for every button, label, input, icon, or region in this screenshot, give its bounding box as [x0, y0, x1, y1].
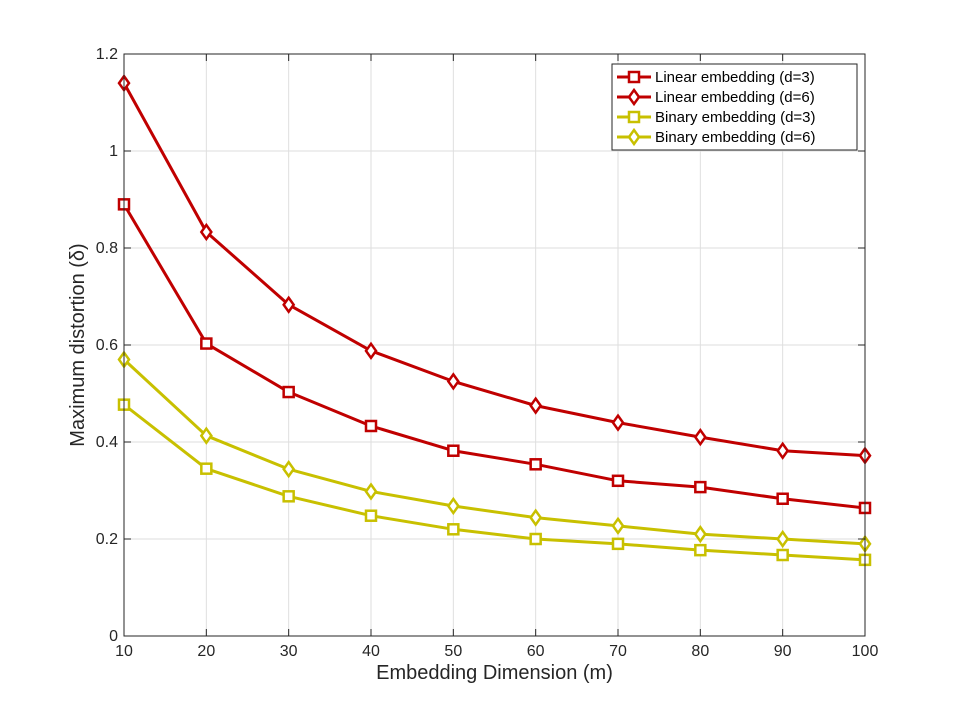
x-tick-label: 40 — [362, 643, 380, 660]
legend-marker — [627, 70, 641, 84]
data-point — [446, 496, 460, 516]
x-tick-label: 60 — [527, 643, 545, 660]
data-point — [529, 532, 542, 546]
data-point — [611, 474, 625, 488]
x-tick-label: 10 — [115, 643, 133, 660]
series-line-3 — [123, 403, 866, 562]
data-point — [694, 543, 707, 557]
data-point — [776, 529, 790, 549]
data-point — [693, 524, 707, 544]
legend-label: Binary embedding (d=3) — [655, 109, 816, 126]
data-point — [611, 413, 625, 432]
y-tick-label: 0.6 — [96, 337, 118, 354]
data-point — [282, 490, 295, 503]
series-line-4 — [122, 358, 866, 546]
data-point — [282, 295, 296, 314]
legend-marker — [627, 127, 641, 147]
data-point — [200, 462, 213, 475]
data-point — [199, 426, 213, 445]
y-tick-label: 0.8 — [96, 240, 118, 257]
legend-box — [611, 63, 858, 151]
legend-label: Linear embedding (d=3) — [655, 69, 815, 86]
data-point — [611, 537, 625, 551]
y-tick-label: 0.2 — [96, 531, 118, 548]
data-point — [611, 516, 625, 536]
data-point — [282, 460, 296, 479]
data-point — [200, 337, 213, 350]
x-tick-label: 70 — [609, 643, 627, 660]
legend-marker — [627, 110, 641, 124]
data-point — [447, 444, 460, 457]
data-point — [776, 441, 790, 460]
legend-marker — [627, 87, 641, 107]
legend-label: Linear embedding (d=6) — [655, 89, 815, 106]
series-line-2 — [122, 82, 866, 458]
data-point — [776, 492, 789, 505]
data-point — [694, 480, 707, 494]
legend-label: Binary embedding (d=6) — [655, 129, 816, 146]
legend: Linear embedding (d=3) Linear embedding (… — [611, 63, 858, 151]
data-point — [446, 372, 460, 391]
data-point — [364, 482, 378, 501]
y-tick-label: 1.2 — [96, 46, 118, 63]
y-tick-label: 0 — [109, 628, 118, 645]
series-layer — [117, 73, 872, 567]
data-point — [447, 523, 460, 536]
y-tick-label: 1 — [109, 143, 118, 160]
x-tick-label: 80 — [691, 643, 709, 660]
data-point — [364, 341, 378, 360]
x-tick-label: 20 — [197, 643, 215, 660]
data-point — [529, 508, 543, 527]
ticks: 10 20 30 40 50 60 70 80 90 100 0 0.2 0.4 0.6 0.8 1 1.2 — [96, 46, 879, 660]
x-tick-label: 100 — [852, 643, 879, 660]
data-point — [364, 419, 378, 433]
data-point — [776, 548, 789, 562]
data-point — [693, 427, 707, 447]
x-tick-label: 90 — [774, 643, 792, 660]
y-tick-label: 0.4 — [96, 434, 118, 451]
series-line-1 — [122, 203, 866, 510]
data-point — [282, 385, 295, 399]
x-tick-label: 50 — [444, 643, 462, 660]
data-point — [529, 458, 542, 471]
x-tick-label: 30 — [280, 643, 298, 660]
x-axis-label: Embedding Dimension (m) — [376, 662, 613, 684]
data-point — [529, 396, 543, 415]
y-axis-label: Maximum distortion (δ) — [67, 243, 89, 446]
data-point — [199, 222, 213, 242]
data-point — [364, 509, 378, 522]
